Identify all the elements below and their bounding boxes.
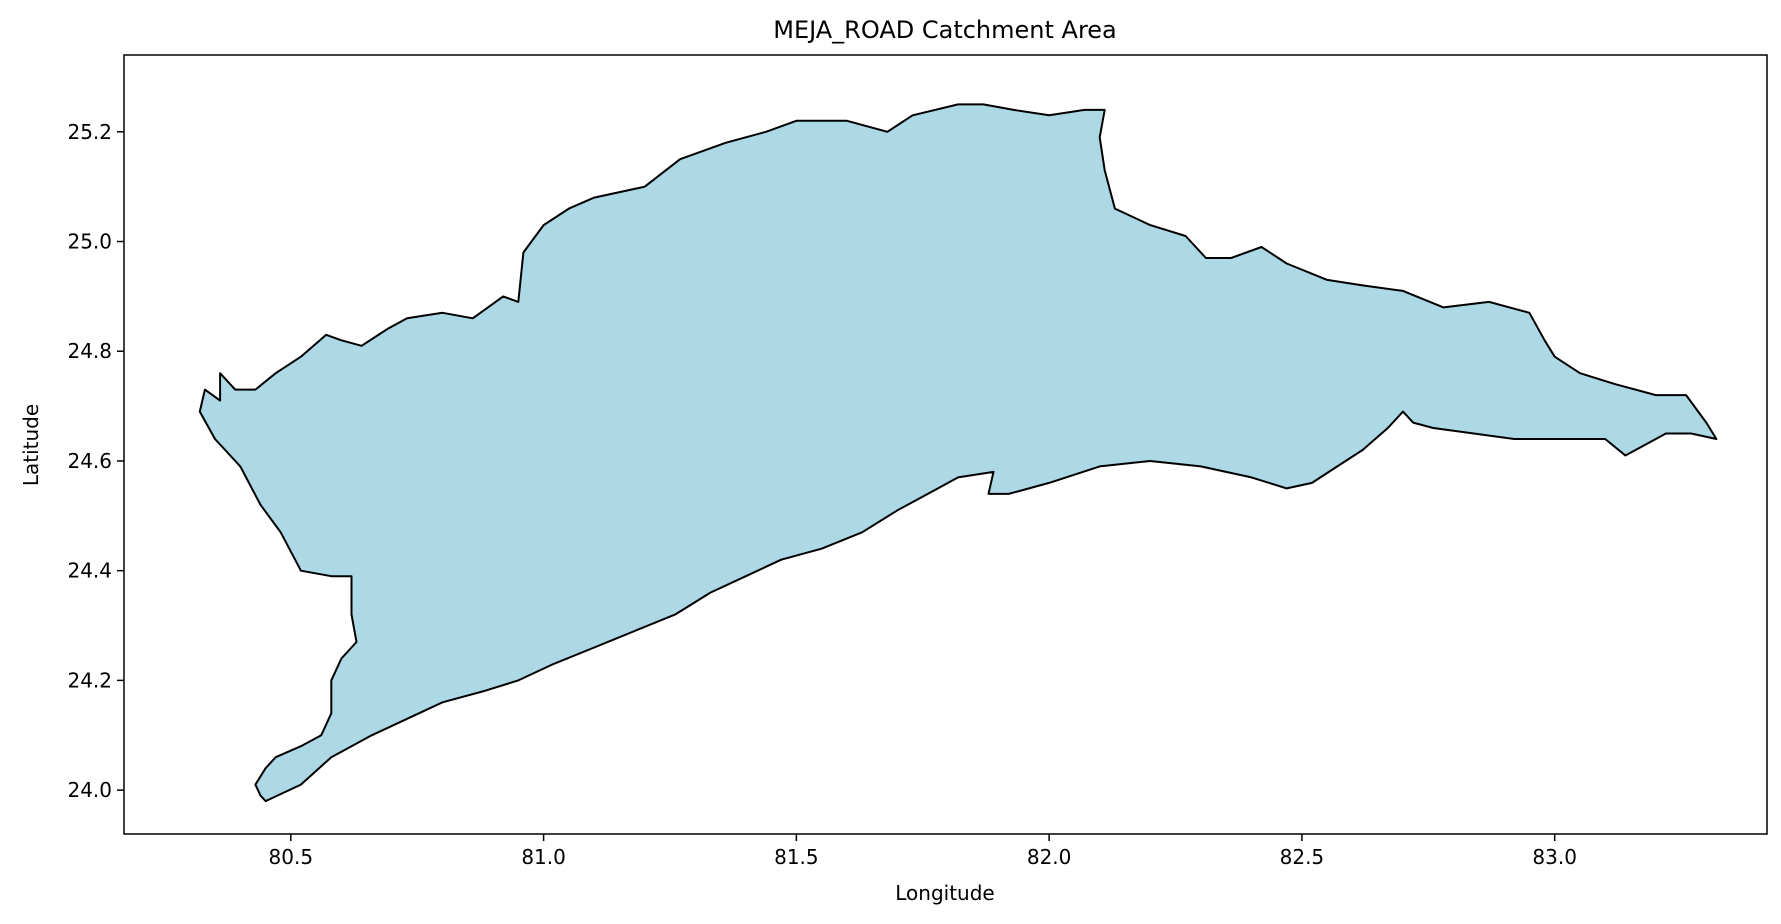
chart-title: MEJA_ROAD Catchment Area: [773, 16, 1117, 44]
y-tick-label: 24.6: [67, 449, 112, 473]
x-tick-label: 81.0: [521, 845, 566, 869]
x-tick-label: 82.5: [1280, 845, 1325, 869]
y-tick-label: 25.0: [67, 230, 112, 254]
y-tick-label: 24.2: [67, 668, 112, 692]
x-axis: 80.5 81.0 81.5 82.0 82.5 83.0: [269, 834, 1577, 869]
plot-area: [123, 54, 1768, 835]
y-tick-label: 24.0: [67, 778, 112, 802]
y-axis-label: Latitude: [19, 404, 43, 486]
y-tick-label: 25.2: [67, 120, 112, 144]
x-tick-label: 81.5: [774, 845, 819, 869]
y-tick-label: 24.4: [67, 559, 112, 583]
catchment-polygon: [198, 103, 1718, 803]
x-tick-label: 82.0: [1027, 845, 1072, 869]
y-tick-label: 24.8: [67, 339, 112, 363]
plot-frame: [123, 54, 1768, 835]
x-axis-label: Longitude: [895, 881, 994, 905]
x-tick-label: 80.5: [269, 845, 314, 869]
x-tick-label: 83.0: [1532, 845, 1577, 869]
y-axis: 24.0 24.2 24.4 24.6 24.8 25.0 25.2: [67, 120, 124, 802]
